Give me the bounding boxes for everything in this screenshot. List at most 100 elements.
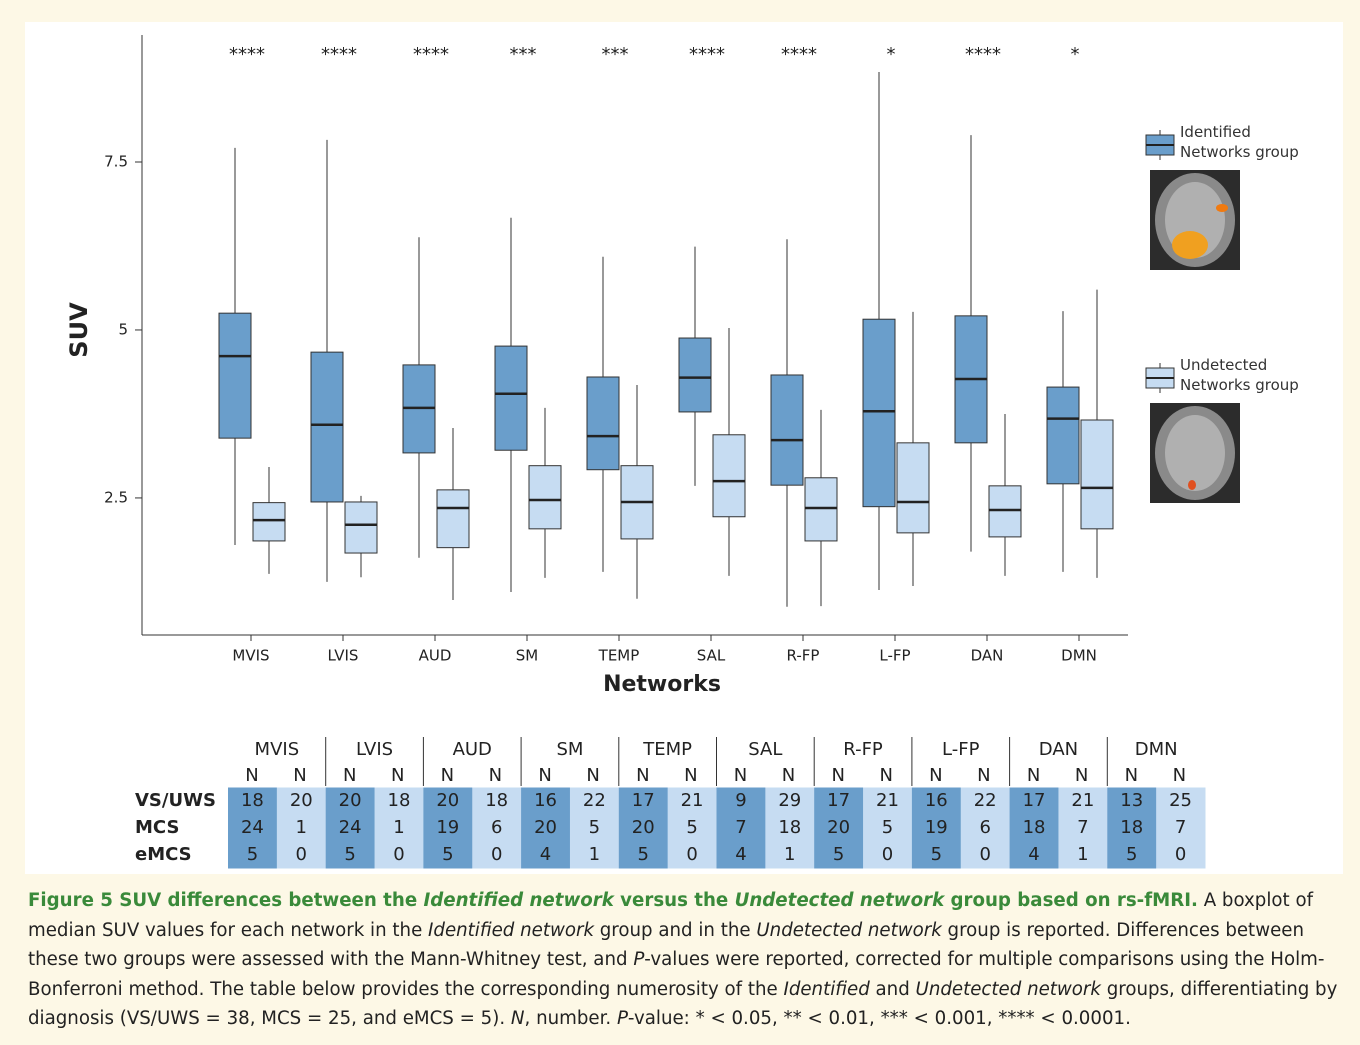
text: versus the (614, 890, 735, 911)
table-value: 5 (442, 844, 453, 865)
table-value: 1 (589, 844, 600, 865)
table-value: 5 (833, 844, 844, 865)
box (679, 338, 711, 412)
table-column-label: N (1075, 765, 1088, 786)
table-value: 7 (1175, 817, 1186, 838)
table-column-label: N (636, 765, 649, 786)
x-tick-label: MVIS (232, 647, 269, 665)
text: Undetected network (916, 979, 1101, 1000)
table-column-label: N (586, 765, 599, 786)
caption-title: Figure 5 SUV differences between the Ide… (28, 890, 1198, 911)
table-value: 0 (1175, 844, 1186, 865)
x-tick-label: SM (516, 647, 538, 665)
table-column-label: N (929, 765, 942, 786)
significance: **** (321, 44, 357, 65)
table-group: L-FP (942, 739, 980, 760)
table-group: LVIS (356, 739, 393, 760)
y-tick-label: 5 (118, 320, 128, 338)
text: , number. (525, 1008, 617, 1029)
table-column-label: N (391, 765, 404, 786)
significance: **** (965, 44, 1001, 65)
significance: * (1071, 44, 1080, 65)
table-value: 1 (784, 844, 795, 865)
x-tick-label: AUD (419, 647, 452, 665)
table-group: DAN (1039, 739, 1078, 760)
table-value: 0 (979, 844, 990, 865)
table-value: 16 (534, 790, 557, 811)
x-tick-label: R-FP (787, 647, 820, 665)
x-tick-label: TEMP (598, 647, 640, 665)
x-axis-title: Networks (603, 672, 721, 697)
x-tick-label: DMN (1061, 647, 1097, 665)
x-tick-label: LVIS (328, 647, 359, 665)
x-tick-label: SAL (697, 647, 726, 665)
table-value: 25 (1169, 790, 1192, 811)
box (771, 375, 803, 485)
y-axis-title: SUV (65, 302, 93, 358)
box (345, 502, 377, 553)
box (587, 377, 619, 470)
table-column-label: N (1173, 765, 1186, 786)
table-group: TEMP (642, 739, 692, 760)
table-value: 18 (485, 790, 508, 811)
table-value: 20 (436, 790, 459, 811)
table-value: 5 (686, 817, 697, 838)
table-value: 16 (925, 790, 948, 811)
table-value: 5 (1126, 844, 1137, 865)
table-value: 0 (686, 844, 697, 865)
legend-label: Identified Networks group (1180, 122, 1320, 162)
table-row-label: VS/UWS (135, 790, 216, 811)
significance: **** (413, 44, 449, 65)
box (495, 346, 527, 450)
table-column-label: N (538, 765, 551, 786)
table-column-label: N (293, 765, 306, 786)
table-value: 20 (534, 817, 557, 838)
significance: **** (689, 44, 725, 65)
table-value: 24 (241, 817, 264, 838)
table-value: 4 (1028, 844, 1039, 865)
table-column-label: N (977, 765, 990, 786)
table-value: 18 (778, 817, 801, 838)
table-value: 20 (290, 790, 313, 811)
table-column-label: N (1027, 765, 1040, 786)
table-value: 17 (632, 790, 655, 811)
table-value: 1 (393, 817, 404, 838)
table-value: 20 (632, 817, 655, 838)
box (713, 435, 745, 517)
table-row-label: MCS (135, 817, 179, 838)
caption: Figure 5 SUV differences between the Ide… (28, 886, 1340, 1034)
table-column-label: N (245, 765, 258, 786)
significance: *** (510, 44, 537, 65)
text: Identified (783, 979, 869, 1000)
table-row-label: eMCS (135, 844, 192, 865)
table-value: 6 (491, 817, 502, 838)
table-value: 5 (344, 844, 355, 865)
box (1081, 420, 1113, 529)
text: N (511, 1008, 525, 1029)
y-tick-label: 7.5 (104, 152, 128, 170)
legend-label: Undetected Networks group (1180, 355, 1320, 395)
table-column-label: N (831, 765, 844, 786)
table-value: 5 (637, 844, 648, 865)
table-column-label: N (343, 765, 356, 786)
table-value: 4 (735, 844, 746, 865)
table-value: 5 (247, 844, 258, 865)
significance: * (887, 44, 896, 65)
table-column-label: N (879, 765, 892, 786)
text: Undetected network (735, 890, 945, 911)
table-value: 22 (583, 790, 606, 811)
box (805, 478, 837, 541)
box (219, 313, 251, 438)
table-value: 18 (1023, 817, 1046, 838)
x-tick-label: L-FP (879, 647, 910, 665)
text: Identified network (423, 890, 613, 911)
table-value: 1 (1077, 844, 1088, 865)
table-value: 0 (296, 844, 307, 865)
table-column-label: N (684, 765, 697, 786)
text: Figure 5 SUV differences between the (28, 890, 423, 911)
table-column-label: N (441, 765, 454, 786)
table-column-label: N (1125, 765, 1138, 786)
table-column-label: N (782, 765, 795, 786)
table-value: 17 (827, 790, 850, 811)
table-value: 21 (876, 790, 899, 811)
